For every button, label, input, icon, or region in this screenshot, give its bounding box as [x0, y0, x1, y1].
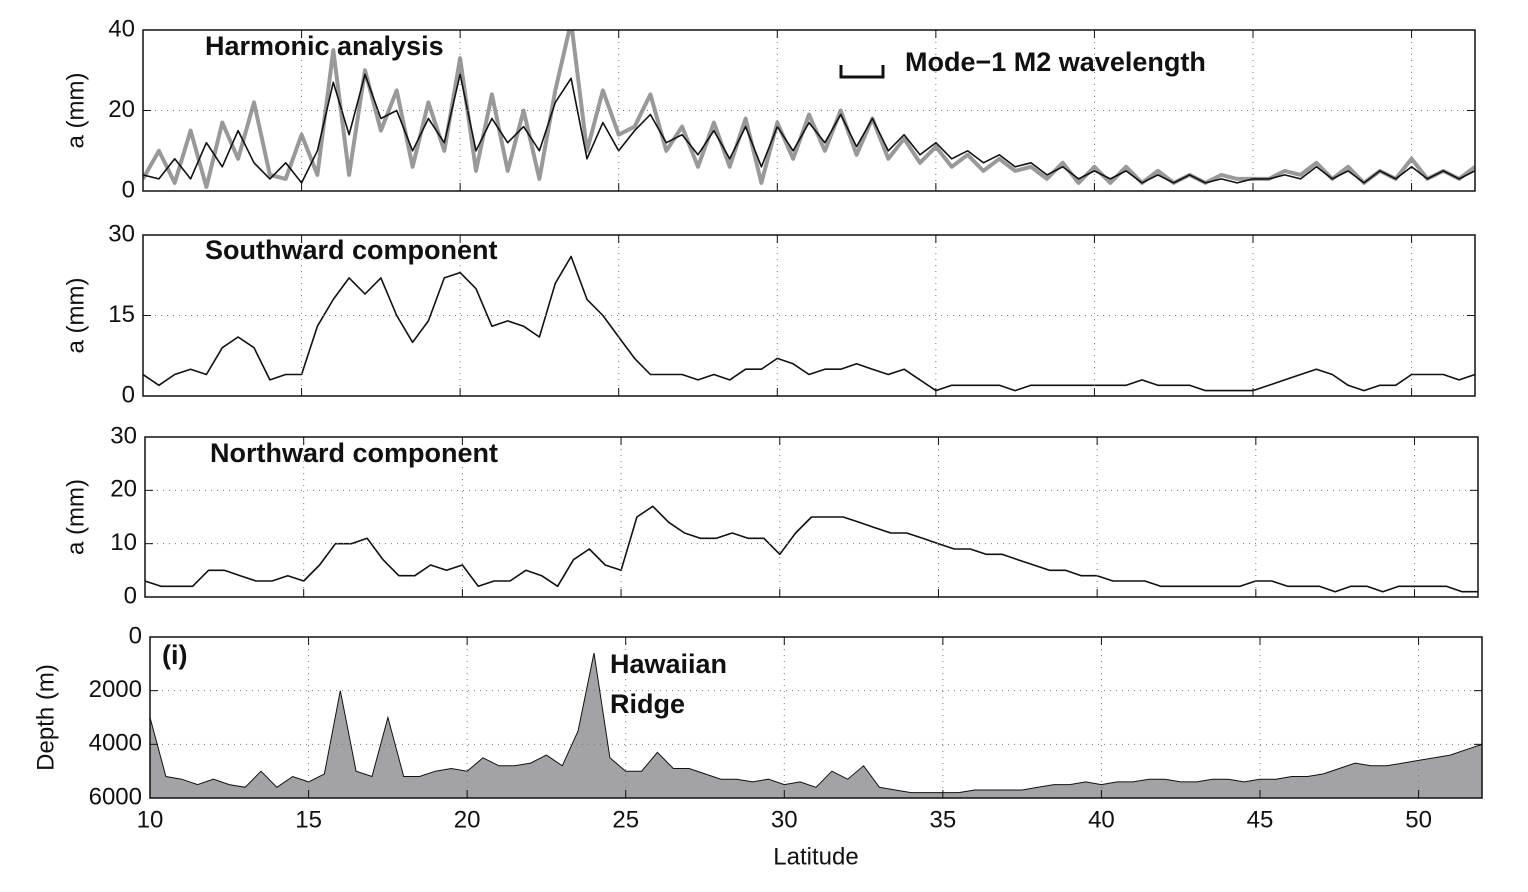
y-tick-label: 30 [110, 422, 137, 449]
frame [142, 234, 1476, 397]
y-tick-label: 40 [108, 15, 135, 42]
panel-title: Harmonic analysis [205, 31, 444, 61]
y-tick-label: 4000 [89, 730, 142, 757]
y-tick-label: 0 [122, 176, 135, 203]
x-tick-label: 50 [1405, 806, 1432, 833]
plot [150, 652, 1482, 798]
y-tick-label: 0 [129, 622, 142, 649]
y-tick-label: 15 [108, 301, 135, 328]
area [150, 652, 1482, 798]
line [143, 73, 1475, 184]
plot [143, 255, 1475, 392]
x-axis-label: Latitude [773, 843, 858, 870]
frame [144, 436, 1479, 598]
y-tick-label: 6000 [89, 783, 142, 810]
y-axis-label: a (mm) [62, 278, 89, 354]
panel-title: Southward component [205, 235, 498, 265]
y-tick-label: 0 [122, 381, 135, 408]
annotation: Hawaiian [610, 649, 727, 679]
line [143, 255, 1475, 392]
annotation: Mode−1 M2 wavelength [905, 47, 1206, 77]
x-tick-label: 15 [295, 806, 322, 833]
frame [149, 636, 1483, 799]
y-tick-label: 2000 [89, 676, 142, 703]
x-tick-label: 35 [930, 806, 957, 833]
x-tick-label: 20 [454, 806, 481, 833]
annotation: (i) [162, 640, 187, 670]
wavelength-bracket [839, 65, 885, 79]
y-axis-label: a (mm) [62, 479, 89, 555]
y-tick-label: 10 [110, 529, 137, 556]
y-tick-label: 0 [124, 582, 137, 609]
plot [143, 30, 1475, 189]
y-tick-label: 30 [108, 220, 135, 247]
y-tick-label: 20 [110, 476, 137, 503]
plot [145, 505, 1478, 593]
frame [142, 29, 1476, 192]
annotation: Ridge [610, 689, 685, 719]
line [145, 505, 1478, 593]
x-tick-label: 10 [137, 806, 164, 833]
x-tick-label: 40 [1088, 806, 1115, 833]
y-axis-label: Depth (m) [32, 664, 59, 771]
x-tick-label: 45 [1247, 806, 1274, 833]
y-axis-label: a (mm) [62, 73, 89, 149]
y-tick-label: 20 [108, 96, 135, 123]
x-tick-label: 30 [771, 806, 798, 833]
x-tick-label: 25 [612, 806, 639, 833]
panel-title: Northward component [210, 438, 498, 468]
